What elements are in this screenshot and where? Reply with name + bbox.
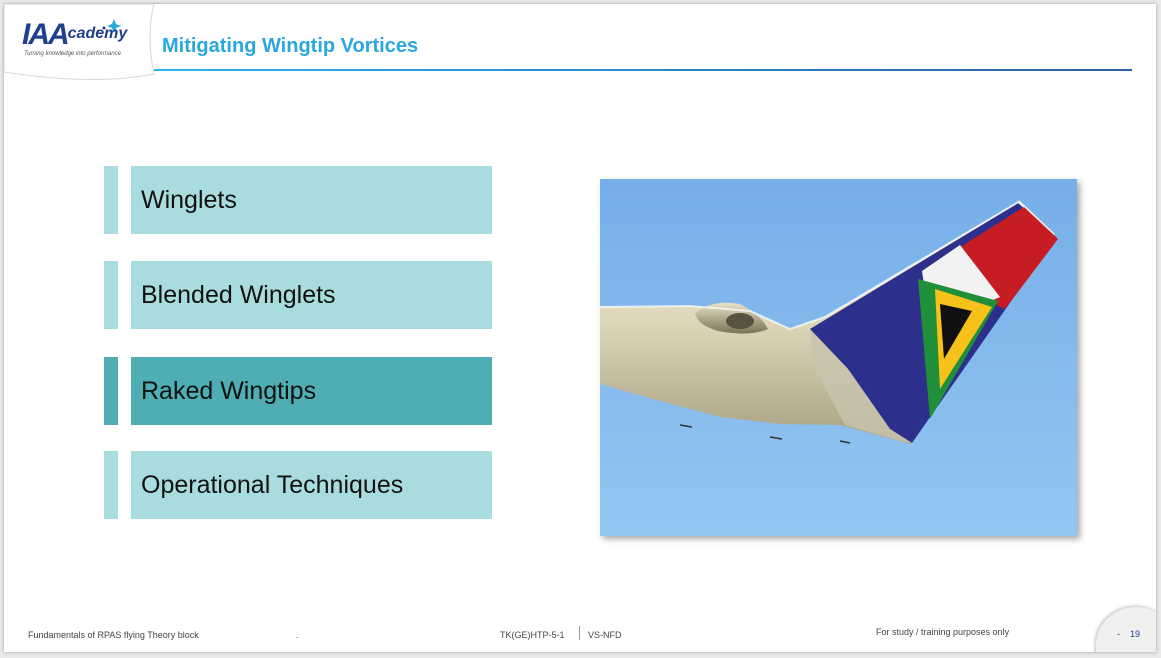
item-blended-winglets: Blended Winglets [104,261,492,329]
footer-separator [579,626,580,640]
item-bar [104,166,118,234]
item-label: Operational Techniques [141,471,404,499]
footer-code2: VS-NFD [588,630,622,640]
footer-code: TK(GE)HTP-5-1 [500,630,565,640]
title-underline [154,69,1132,71]
logo-sub: cademy [67,25,128,42]
item-box: Operational Techniques [131,451,492,519]
item-raked-wingtips: Raked Wingtips [104,357,492,425]
winglet-illustration [600,179,1077,536]
page-title: Mitigating Wingtip Vortices [162,35,419,57]
item-label: Winglets [141,186,237,214]
logo-tab: IAAcademy Turning knowledge into perform… [4,4,164,82]
item-box: Blended Winglets [131,261,492,329]
item-bar [104,357,118,425]
logo-main: IAA [22,18,70,51]
item-operational-techniques: Operational Techniques [104,451,492,519]
item-label: Raked Wingtips [141,377,317,405]
item-box: Raked Wingtips [131,357,492,425]
item-winglets: Winglets [104,166,492,234]
item-label: Blended Winglets [141,281,336,309]
winglet-photo [600,179,1077,536]
footer-dot: . [296,630,299,640]
page-number-prefix: - [1117,629,1120,639]
page-number-tab [1096,607,1156,652]
footer-notice: For study / training purposes only [876,627,1010,637]
footer-course: Fundamentals of RPAS flying Theory block [28,630,199,640]
slide: IAAcademy Turning knowledge into perform… [4,4,1156,652]
logo-tagline: Turning knowledge into performance [24,51,121,57]
item-bar [104,451,118,519]
logo-tab-shape [4,4,155,81]
logo: IAAcademy [22,18,127,52]
item-box: Winglets [131,166,492,234]
item-bar [104,261,118,329]
page-number: 19 [1130,629,1141,639]
